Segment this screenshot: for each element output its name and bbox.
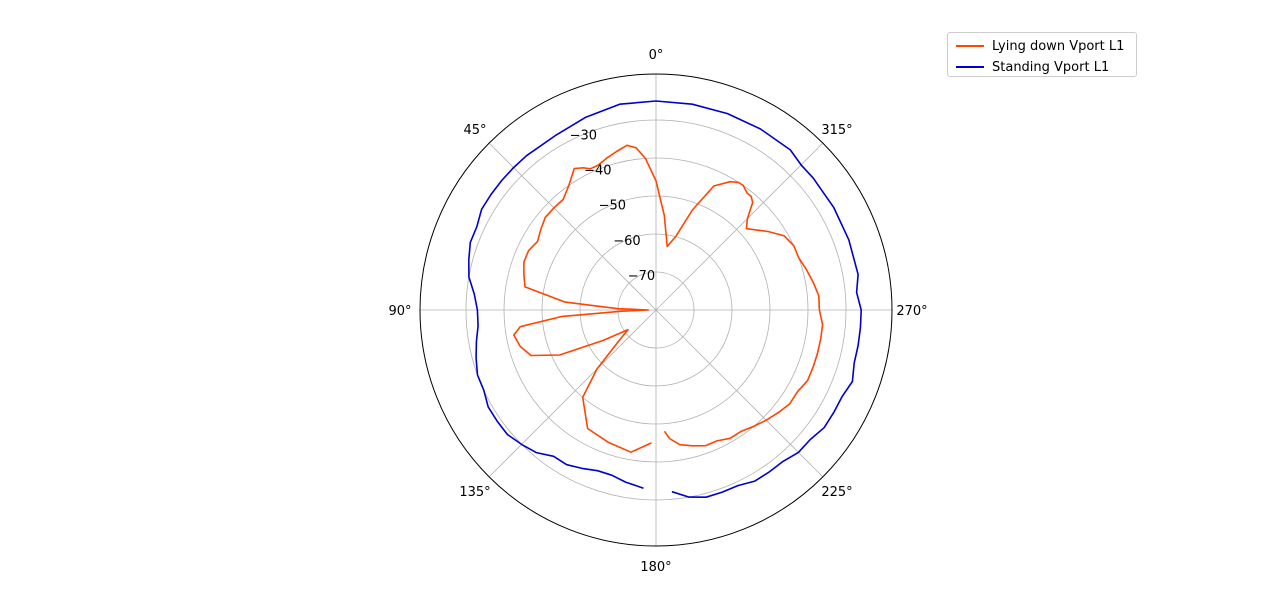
series-line-0 (513, 144, 824, 453)
r-tick-label-3: −60 (613, 234, 640, 249)
theta-tick-label-4: 180° (640, 560, 671, 575)
r-tick-label-1: −40 (584, 164, 611, 179)
legend-item-lying: Lying down Vport L1 (956, 37, 1124, 55)
theta-tick-label-1: 45° (463, 123, 486, 138)
legend-swatch-standing (956, 66, 984, 68)
legend-label-lying: Lying down Vport L1 (992, 38, 1125, 54)
r-tick-label-0: −30 (570, 128, 597, 143)
series-layer (468, 100, 862, 498)
theta-tick-label-0: 0° (649, 48, 664, 63)
legend-swatch-lying (956, 45, 984, 47)
theta-tick-label-5: 225° (821, 485, 852, 500)
legend-label-standing: Standing Vport L1 (992, 59, 1110, 75)
theta-tick-label-2: 90° (388, 304, 411, 319)
r-tick-label-2: −50 (599, 199, 626, 214)
polar-grid (419, 73, 893, 547)
grid-spoke-7 (655, 142, 824, 311)
r-tick-label-4: −70 (628, 269, 655, 284)
theta-tick-label-6: 270° (896, 304, 927, 319)
tick-labels: 0° 45° 90° 135° 180° 225° 270° 315° −30 −40 −50 −60… (388, 48, 927, 575)
grid-spoke-1 (488, 142, 657, 311)
grid-spoke-3 (488, 309, 657, 478)
polar-frame (419, 73, 893, 547)
legend: Lying down Vport L1 Standing Vport L1 (947, 32, 1137, 77)
legend-item-standing: Standing Vport L1 (956, 58, 1109, 76)
theta-tick-label-7: 315° (821, 123, 852, 138)
grid-spoke-5 (655, 309, 824, 478)
theta-tick-label-3: 135° (459, 485, 490, 500)
series-line-1 (468, 100, 862, 498)
